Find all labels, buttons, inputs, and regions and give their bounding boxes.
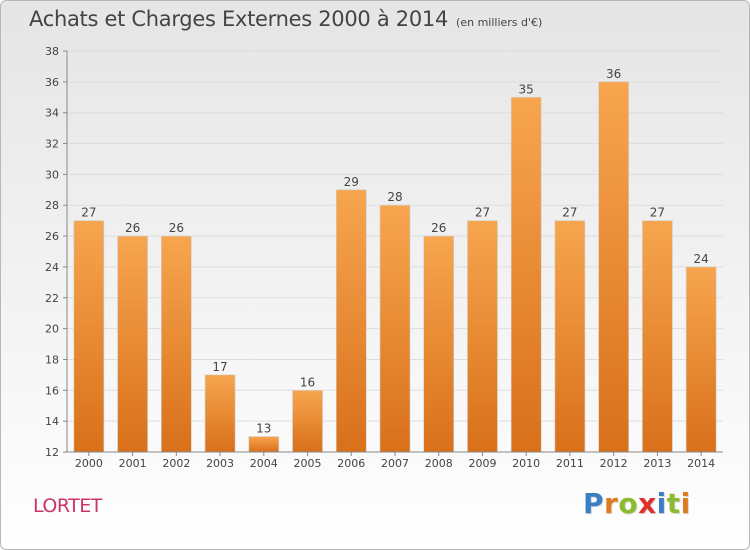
bar: [204, 374, 236, 453]
data-label: 13: [256, 422, 271, 436]
x-tick-label: 2001: [119, 457, 147, 470]
bar: [161, 235, 192, 453]
data-label: 16: [300, 375, 315, 389]
bar: [423, 235, 455, 453]
y-tick-label: 22: [45, 292, 59, 305]
title-text: Achats et Charges Externes 2000 à 2014: [29, 7, 449, 31]
x-tick-label: 2000: [75, 457, 103, 470]
x-tick-label: 2010: [512, 457, 540, 470]
bar: [554, 220, 586, 453]
x-tick-label: 2009: [468, 457, 496, 470]
x-tick-label: 2007: [381, 457, 409, 470]
logo-letter: i: [656, 487, 667, 520]
data-label: 35: [519, 82, 534, 96]
logo-letter: x: [638, 487, 657, 520]
bar: [248, 436, 280, 453]
title-unit: (en milliers d'€): [456, 16, 543, 29]
logo-letter: o: [618, 487, 639, 520]
bar: [73, 220, 105, 453]
commune-name: LORTET: [33, 495, 102, 517]
y-tick-label: 30: [45, 168, 59, 181]
x-tick-label: 2006: [337, 457, 365, 470]
data-label: 27: [562, 206, 577, 220]
data-label: 26: [125, 221, 140, 235]
bar: [335, 189, 367, 453]
data-label: 27: [475, 206, 490, 220]
data-label: 27: [81, 206, 96, 220]
x-tick-label: 2003: [206, 457, 234, 470]
y-tick-label: 26: [45, 230, 59, 243]
data-label: 26: [431, 221, 446, 235]
data-label: 29: [344, 175, 359, 189]
y-tick-label: 28: [45, 199, 59, 212]
data-label: 17: [212, 360, 227, 374]
x-tick-label: 2002: [162, 457, 190, 470]
axes: [63, 50, 723, 456]
bar: [292, 390, 323, 453]
y-tick-label: 32: [45, 138, 59, 151]
logo-letter: r: [604, 487, 619, 520]
bar: [467, 220, 498, 453]
y-tick-label: 14: [45, 415, 59, 428]
bars: [73, 81, 717, 453]
y-tick-label: 38: [45, 45, 59, 58]
data-label: 26: [169, 221, 184, 235]
bar: [379, 204, 411, 453]
data-label: 27: [650, 206, 665, 220]
y-tick-label: 34: [45, 107, 59, 120]
x-tick-label: 2012: [600, 457, 628, 470]
y-tick-label: 18: [45, 353, 59, 366]
data-label: 36: [606, 67, 621, 81]
bar: [598, 81, 629, 453]
x-tick-label: 2005: [294, 457, 322, 470]
bar: [642, 220, 673, 453]
logo-letter: i: [680, 487, 691, 520]
y-tick-label: 36: [45, 76, 59, 89]
logo-letter: t: [666, 487, 681, 520]
y-tick-label: 20: [45, 323, 59, 336]
x-tick-label: 2008: [425, 457, 453, 470]
x-tick-label: 2004: [250, 457, 278, 470]
bar: [117, 235, 148, 453]
bar: [510, 96, 542, 453]
bar: [685, 266, 717, 453]
data-label: 28: [387, 190, 402, 204]
y-tick-label: 12: [45, 446, 59, 459]
proxiti-logo[interactable]: Proxiti: [583, 487, 691, 520]
chart-title: Achats et Charges Externes 2000 à 2014 (e…: [29, 7, 542, 31]
y-tick-label: 24: [45, 261, 59, 274]
labels: 12 14 16 18 20 22 24 26 28 30 32 34 36 38 2000 27 2001 26…: [45, 45, 715, 470]
y-tick-label: 16: [45, 384, 59, 397]
data-label: 24: [693, 252, 708, 266]
x-tick-label: 2014: [687, 457, 715, 470]
x-tick-label: 2011: [556, 457, 584, 470]
logo-letter: P: [583, 487, 605, 520]
x-tick-label: 2013: [643, 457, 671, 470]
